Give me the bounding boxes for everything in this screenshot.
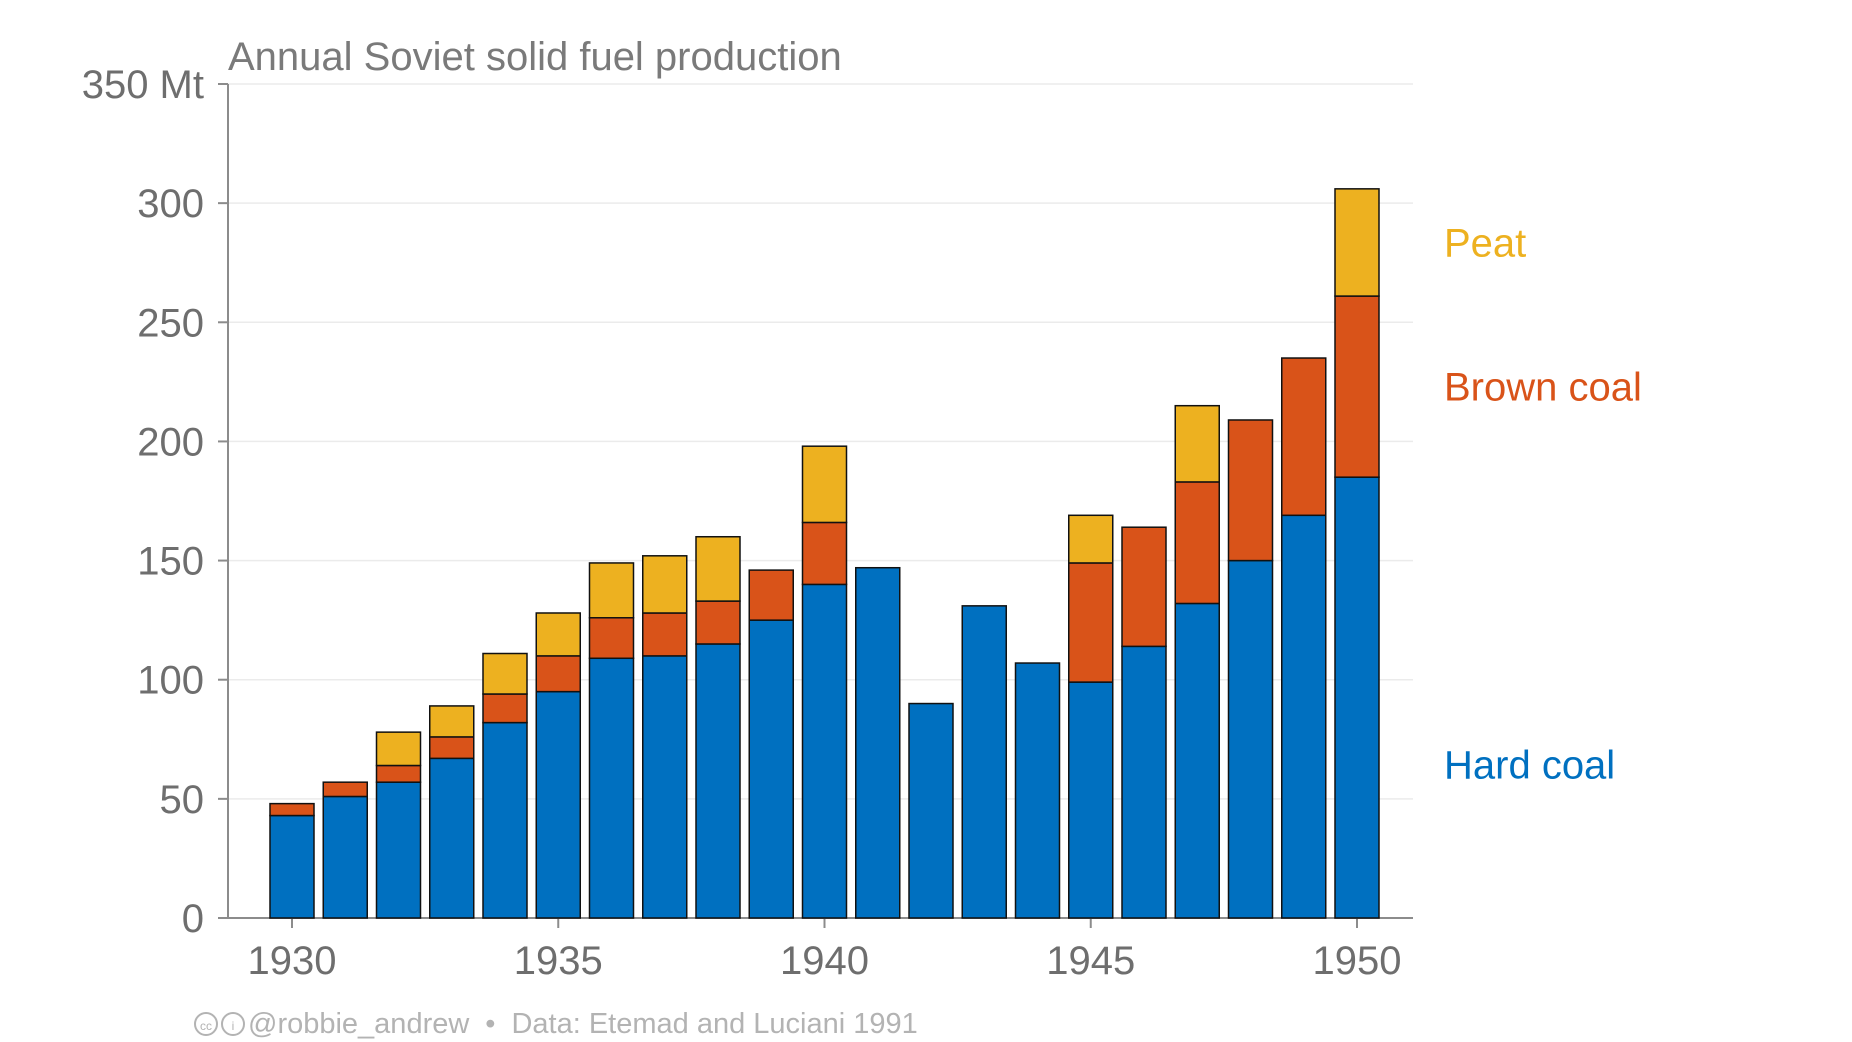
bar-brown-coal-1946 bbox=[1121, 526, 1167, 648]
y-tick-label: 200 bbox=[137, 420, 204, 464]
bar-hard-coal-1947 bbox=[1174, 602, 1220, 919]
bar-peat-1945 bbox=[1068, 514, 1114, 564]
bar-brown-coal-1938 bbox=[695, 600, 741, 645]
x-tick-label: 1930 bbox=[248, 939, 337, 983]
bar-hard-coal-1950 bbox=[1334, 476, 1380, 919]
bar-hard-coal-1949 bbox=[1281, 514, 1327, 919]
bar-hard-coal-1930 bbox=[269, 814, 315, 919]
x-tick-label: 1950 bbox=[1313, 939, 1402, 983]
bar-hard-coal-1934 bbox=[482, 721, 528, 919]
legend-label-peat: Peat bbox=[1444, 221, 1526, 265]
bar-brown-coal-1930 bbox=[269, 802, 315, 817]
y-tick-label: 0 bbox=[182, 897, 204, 941]
bar-hard-coal-1942 bbox=[908, 702, 954, 919]
bar-hard-coal-1939 bbox=[748, 619, 794, 919]
y-tick-label: 350 Mt bbox=[82, 63, 204, 107]
bar-brown-coal-1947 bbox=[1174, 481, 1220, 605]
footer-author: @robbie_andrew bbox=[248, 1008, 470, 1040]
bar-hard-coal-1941 bbox=[855, 566, 901, 919]
footer-source: Data: Etemad and Luciani 1991 bbox=[511, 1008, 918, 1040]
bar-hard-coal-1948 bbox=[1227, 559, 1274, 919]
bar-peat-1935 bbox=[535, 612, 581, 657]
bar-brown-coal-1940 bbox=[801, 521, 848, 586]
bar-hard-coal-1933 bbox=[429, 757, 475, 919]
x-tick-label: 1945 bbox=[1046, 939, 1135, 983]
chart-title: Annual Soviet solid fuel production bbox=[228, 35, 842, 79]
bar-brown-coal-1939 bbox=[748, 569, 794, 621]
x-axis: 1930 1935 1940 1945 1950 bbox=[228, 917, 1413, 983]
bar-hard-coal-1931 bbox=[322, 795, 368, 919]
y-axis: 0 50 100 150 200 250 300 350 Mt bbox=[82, 63, 229, 941]
bar-hard-coal-1940 bbox=[801, 583, 848, 919]
bar-brown-coal-1950 bbox=[1334, 295, 1380, 478]
x-tick-label: 1935 bbox=[514, 939, 603, 983]
bar-hard-coal-1943 bbox=[961, 605, 1007, 919]
bar-hard-coal-1938 bbox=[695, 643, 741, 919]
bar-hard-coal-1936 bbox=[588, 657, 635, 919]
bar-brown-coal-1935 bbox=[535, 655, 581, 693]
footer: cc i @robbie_andrew • Data: Etemad and Lucia… bbox=[194, 1008, 918, 1041]
bar-brown-coal-1948 bbox=[1227, 419, 1274, 562]
bar-peat-1934 bbox=[482, 652, 528, 695]
y-tick-label: 300 bbox=[137, 182, 204, 226]
y-tick-label: 150 bbox=[137, 540, 204, 584]
bar-brown-coal-1933 bbox=[429, 736, 475, 760]
bar-hard-coal-1937 bbox=[642, 655, 688, 919]
bar-hard-coal-1932 bbox=[375, 781, 422, 919]
bars bbox=[269, 188, 1380, 919]
bar-hard-coal-1944 bbox=[1014, 662, 1061, 919]
bar-peat-1947 bbox=[1174, 404, 1220, 483]
cc-license-icon: cc bbox=[194, 1012, 218, 1036]
bar-peat-1937 bbox=[642, 555, 688, 614]
attribution-icon: i bbox=[221, 1012, 245, 1036]
bar-peat-1932 bbox=[375, 731, 422, 767]
bar-brown-coal-1932 bbox=[375, 764, 422, 783]
bar-brown-coal-1945 bbox=[1068, 562, 1114, 683]
legend-label-brown-coal: Brown coal bbox=[1444, 366, 1642, 410]
footer-separator: • bbox=[485, 1008, 496, 1040]
x-tick-label: 1940 bbox=[780, 939, 869, 983]
y-tick-label: 250 bbox=[137, 301, 204, 345]
bar-peat-1938 bbox=[695, 535, 741, 602]
bar-brown-coal-1931 bbox=[322, 781, 368, 798]
legend-label-hard-coal: Hard coal bbox=[1444, 743, 1615, 787]
bar-hard-coal-1935 bbox=[535, 690, 581, 919]
legend: Hard coal Brown coal Peat bbox=[1444, 221, 1642, 787]
bar-peat-1933 bbox=[429, 705, 475, 738]
bar-peat-1950 bbox=[1334, 188, 1380, 297]
bar-brown-coal-1934 bbox=[482, 693, 528, 724]
bar-brown-coal-1937 bbox=[642, 612, 688, 657]
bar-peat-1940 bbox=[801, 445, 848, 524]
y-tick-label: 50 bbox=[160, 778, 205, 822]
bar-brown-coal-1949 bbox=[1281, 357, 1327, 517]
bar-hard-coal-1946 bbox=[1121, 645, 1167, 919]
bar-brown-coal-1936 bbox=[588, 617, 635, 660]
y-tick-label: 100 bbox=[137, 659, 204, 703]
bar-hard-coal-1945 bbox=[1068, 681, 1114, 919]
bar-peat-1936 bbox=[588, 562, 635, 619]
